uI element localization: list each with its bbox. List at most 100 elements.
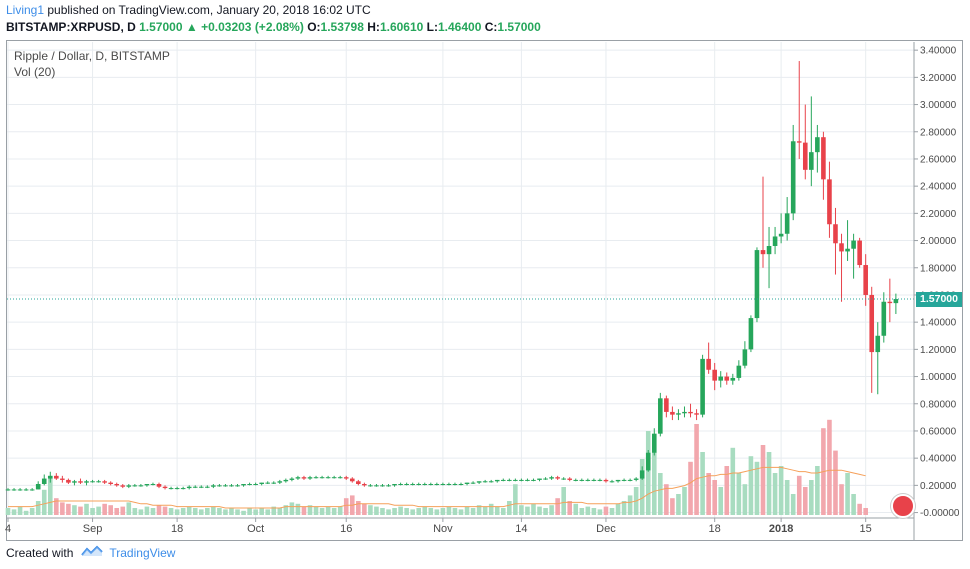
volume-bar bbox=[84, 503, 89, 515]
volume-bar bbox=[790, 494, 796, 515]
volume-bar bbox=[531, 503, 536, 515]
candle-body bbox=[857, 240, 862, 266]
volume-bar bbox=[434, 509, 440, 515]
candle-body bbox=[84, 481, 89, 483]
candle-body bbox=[422, 484, 428, 485]
publish-info: Living1 published on TradingView.com, Ja… bbox=[6, 3, 371, 17]
y-tick-label: 0.60000 bbox=[920, 426, 957, 437]
candle-body bbox=[645, 452, 651, 471]
candle-body bbox=[174, 488, 180, 490]
volume-bar bbox=[500, 508, 506, 515]
volume-bar bbox=[144, 506, 150, 515]
candle-body bbox=[736, 365, 742, 378]
volume-bar bbox=[205, 508, 210, 515]
y-tick-label: 2.20000 bbox=[920, 209, 957, 220]
volume-bar bbox=[525, 506, 530, 515]
candle-body bbox=[760, 250, 766, 255]
candle-body bbox=[90, 481, 95, 483]
volume-bar bbox=[47, 475, 53, 515]
candle-body bbox=[343, 477, 349, 479]
volume-bar bbox=[567, 501, 573, 515]
open-label: O: bbox=[307, 20, 321, 34]
candle-body bbox=[66, 479, 71, 483]
candle-body bbox=[168, 488, 174, 490]
candle-body bbox=[470, 482, 476, 484]
chart-title: Ripple / Dollar, D, BITSTAMP bbox=[14, 49, 170, 63]
candle-body bbox=[29, 489, 35, 491]
tradingview-link[interactable]: TradingView bbox=[109, 545, 176, 560]
volume-bar bbox=[102, 503, 107, 515]
candle-body bbox=[537, 478, 542, 480]
candle-body bbox=[688, 411, 693, 414]
volume-bar bbox=[422, 506, 428, 515]
candle-body bbox=[863, 265, 868, 295]
volume-bar bbox=[289, 502, 295, 515]
volume-bar bbox=[283, 505, 289, 515]
volume-bar bbox=[156, 505, 162, 515]
candle-body bbox=[579, 479, 585, 481]
candle-body bbox=[488, 481, 494, 483]
x-tick-label: 4 bbox=[5, 523, 11, 535]
chart-frame[interactable] bbox=[6, 40, 963, 541]
candle-body bbox=[476, 481, 482, 483]
volume-bar bbox=[60, 502, 65, 515]
volume-bar bbox=[573, 503, 579, 515]
candle-body bbox=[748, 318, 754, 350]
price-change: +0.03203 (+2.08%) bbox=[201, 20, 304, 34]
candle-body bbox=[180, 488, 186, 490]
volume-bar bbox=[108, 505, 113, 515]
candle-body bbox=[603, 479, 609, 482]
candle-body bbox=[712, 369, 717, 381]
publisher-username[interactable]: Living1 bbox=[6, 3, 45, 17]
candle-body bbox=[845, 248, 850, 252]
candle-body bbox=[277, 481, 283, 483]
candle-body bbox=[766, 246, 772, 255]
candle-body bbox=[5, 489, 11, 491]
volume-bar bbox=[362, 503, 367, 515]
volume-bar bbox=[114, 508, 120, 515]
volume-bar bbox=[54, 498, 59, 515]
volume-bar bbox=[543, 508, 548, 515]
volume-bar bbox=[470, 508, 476, 515]
candle-body bbox=[555, 477, 560, 479]
y-tick-label: 2.40000 bbox=[920, 182, 957, 193]
y-tick-label: 1.20000 bbox=[920, 345, 957, 356]
volume-bar bbox=[476, 505, 482, 515]
candle-body bbox=[404, 484, 409, 485]
volume-bar bbox=[639, 459, 645, 515]
volume-bar bbox=[241, 510, 246, 515]
candle-body bbox=[585, 479, 591, 481]
publish-text: published on TradingView.com, January 20… bbox=[44, 3, 371, 17]
candle-body bbox=[108, 482, 113, 484]
event-flag-icon[interactable] bbox=[891, 494, 915, 518]
volume-bar bbox=[96, 506, 101, 515]
candle-body bbox=[283, 479, 289, 482]
candle-body bbox=[126, 485, 132, 487]
x-tick-label: 16 bbox=[340, 523, 352, 535]
volume-bar bbox=[664, 484, 669, 515]
candle-body bbox=[778, 233, 784, 237]
candle-body bbox=[875, 335, 881, 353]
candle-body bbox=[452, 484, 458, 485]
volume-bar bbox=[325, 506, 331, 515]
volume-bar bbox=[253, 509, 258, 515]
candle-body bbox=[869, 294, 875, 353]
candle-body bbox=[658, 398, 663, 434]
high-value: 1.60610 bbox=[379, 20, 424, 34]
y-tick-label: 2.00000 bbox=[920, 236, 957, 247]
volume-bar bbox=[706, 473, 711, 515]
candle-body bbox=[627, 479, 633, 481]
volume-bar bbox=[11, 509, 17, 515]
candle-body bbox=[591, 479, 597, 481]
volume-bar bbox=[343, 498, 349, 515]
candle-body bbox=[851, 240, 856, 249]
candle-body bbox=[211, 485, 216, 487]
volume-bar bbox=[482, 506, 488, 515]
volume-bar bbox=[150, 508, 156, 515]
candle-body bbox=[331, 477, 337, 479]
candle-body bbox=[150, 484, 156, 485]
candle-body bbox=[464, 482, 470, 484]
volume-bar bbox=[404, 508, 409, 515]
close-value: 1.57000 bbox=[497, 20, 541, 34]
